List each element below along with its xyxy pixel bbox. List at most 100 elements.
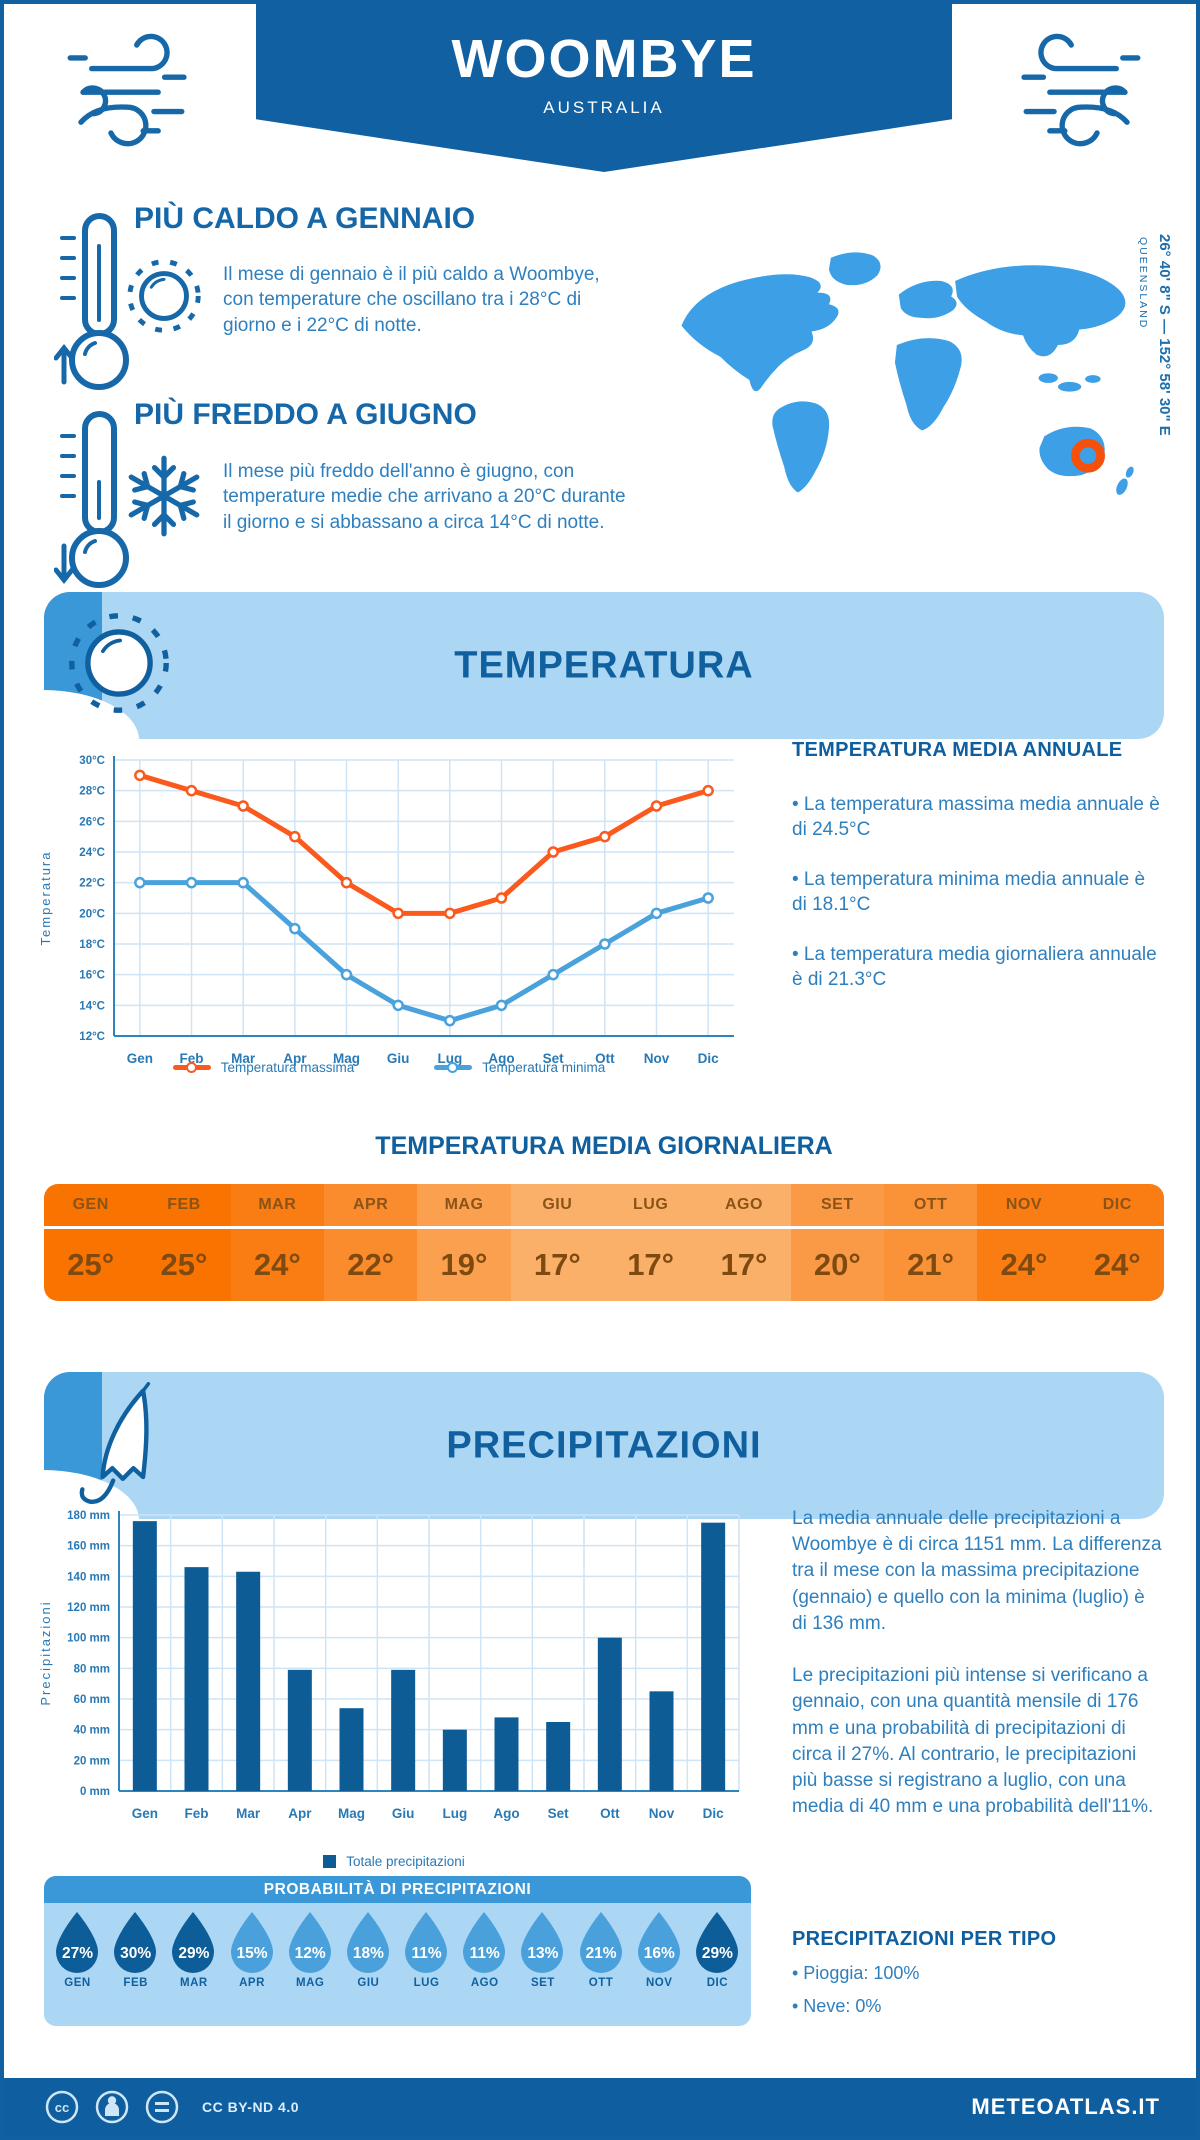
- svg-text:Feb: Feb: [184, 1806, 208, 1821]
- legend-label: Totale precipitazioni: [346, 1854, 465, 1869]
- droplet-month: MAG: [296, 1977, 325, 1989]
- svg-text:40 mm: 40 mm: [74, 1725, 110, 1737]
- sun-icon: [127, 259, 201, 333]
- by-type-bullet: • Neve: 0%: [792, 1996, 882, 2016]
- droplet-month: NOV: [646, 1977, 673, 1989]
- svg-text:Mag: Mag: [333, 1051, 360, 1066]
- temp-table-column: MAG 19°: [417, 1184, 511, 1301]
- svg-text:Ott: Ott: [595, 1051, 615, 1066]
- svg-text:28°C: 28°C: [79, 786, 105, 798]
- precipitation-paragraph: La media annuale delle precipitazioni a …: [792, 1508, 1162, 1634]
- svg-text:Lug: Lug: [437, 1051, 462, 1066]
- droplet-icon: [463, 1912, 506, 1973]
- precipitation-bar-chart: 0 mm 20 mm 40 mm 60 mm 80 mm 100 mm 120 mm 140 …: [38, 1510, 740, 1821]
- temperature-chart-legend: Temperatura massima Temperatura minima: [34, 1060, 744, 1075]
- droplet-percent: 11%: [411, 1945, 442, 1962]
- droplet-percent: 29%: [701, 1945, 733, 1962]
- temperature-section-banner: TEMPERATURA: [43, 592, 1164, 740]
- coordinates-label: 26° 40' 8" S — 152° 58' 30" E: [1156, 234, 1173, 436]
- temp-table-month: LUG: [603, 1184, 698, 1229]
- precip-probability-droplet: 11% LUG: [403, 1910, 450, 1989]
- svg-text:60 mm: 60 mm: [74, 1694, 110, 1706]
- svg-text:Apr: Apr: [283, 1051, 307, 1066]
- legend-square-swatch: [323, 1855, 337, 1868]
- wind-icon: [67, 33, 187, 147]
- svg-text:18°C: 18°C: [79, 939, 105, 951]
- hot-month-text: Il mese di gennaio è il più caldo a Woom…: [223, 264, 600, 336]
- thermometer-hot-icon: [54, 213, 129, 390]
- droplet-icon: [172, 1912, 215, 1973]
- droplet-month: AGO: [470, 1977, 499, 1989]
- annual-temperature-bullet: • La temperatura media giornaliera annua…: [792, 943, 1157, 991]
- svg-text:180 mm: 180 mm: [67, 1510, 110, 1522]
- precipitation-by-type-panel: PRECIPITAZIONI PER TIPO • Pioggia: 100% •…: [792, 1928, 1164, 2017]
- droplet-percent: 30%: [120, 1945, 152, 1962]
- precip-probability-droplet: 29% MAR: [170, 1910, 217, 1989]
- temperature-section-title: TEMPERATURA: [454, 644, 754, 686]
- svg-text:20°C: 20°C: [79, 908, 105, 920]
- temp-table-column: OTT 21°: [883, 1184, 978, 1301]
- temp-table-month: MAR: [230, 1184, 324, 1229]
- umbrella-icon: [79, 1382, 151, 1504]
- annual-temperature-heading: TEMPERATURA MEDIA ANNUALE: [792, 739, 1123, 761]
- legend-label: Temperatura massima: [220, 1060, 355, 1075]
- svg-text:26°C: 26°C: [79, 816, 105, 828]
- legend-item: Totale precipitazioni: [323, 1854, 465, 1869]
- svg-text:Lug: Lug: [442, 1806, 467, 1821]
- temp-table-value: 17°: [510, 1229, 604, 1301]
- by-type-bullet: • Pioggia: 100%: [792, 1963, 920, 1983]
- svg-text:Temperatura: Temperatura: [38, 851, 53, 946]
- temp-table-column: AGO 17°: [697, 1184, 791, 1301]
- legend-item: Temperatura minima: [434, 1060, 605, 1075]
- temp-table-column: MAR 24°: [230, 1184, 324, 1301]
- page-title: WOOMBYE: [451, 29, 757, 89]
- droplet-percent: 15%: [236, 1945, 268, 1962]
- droplet-icon: [579, 1912, 622, 1973]
- droplet-icon: [288, 1912, 331, 1973]
- temp-table-column: APR 22°: [323, 1184, 418, 1301]
- license-label: CC BY-ND 4.0: [202, 2099, 300, 2115]
- sun-icon: [69, 613, 169, 713]
- precip-probability-droplet: 30% FEB: [112, 1910, 159, 1989]
- probability-heading: PROBABILITÀ DI PRECIPITAZIONI: [44, 1876, 751, 1903]
- precipitation-text-panel: La media annuale delle precipitazioni a …: [792, 1506, 1164, 1846]
- temp-table-column: SET 20°: [790, 1184, 884, 1301]
- annual-temperature-bullet: • La temperatura massima media annuale è…: [792, 794, 1160, 841]
- precip-probability-droplet: 15% APR: [229, 1910, 276, 1989]
- temp-table-value: 20°: [790, 1229, 884, 1301]
- page-subtitle: AUSTRALIA: [543, 98, 665, 117]
- temp-table-column: LUG 17°: [603, 1184, 698, 1301]
- svg-text:100 mm: 100 mm: [67, 1633, 110, 1645]
- droplet-month: OTT: [588, 1977, 614, 1989]
- cold-month-text: Il mese più freddo dell'anno è giugno, c…: [223, 461, 626, 533]
- svg-text:Ago: Ago: [493, 1806, 519, 1821]
- droplet-month: FEB: [123, 1977, 148, 1989]
- temp-table-month: APR: [323, 1184, 418, 1229]
- svg-text:Set: Set: [548, 1806, 570, 1821]
- svg-text:Mar: Mar: [231, 1051, 256, 1066]
- svg-text:12°C: 12°C: [79, 1031, 105, 1043]
- droplet-percent: 12%: [294, 1945, 326, 1962]
- droplet-percent: 16%: [643, 1945, 675, 1962]
- droplet-icon: [405, 1912, 448, 1973]
- svg-text:Mag: Mag: [338, 1806, 365, 1821]
- droplet-month: GIU: [357, 1977, 380, 1989]
- precip-probability-droplet: 27% GEN: [54, 1910, 101, 1989]
- droplet-icon: [695, 1912, 738, 1973]
- precipitation-chart-legend: Totale precipitazioni: [34, 1854, 754, 1869]
- svg-text:24°C: 24°C: [79, 847, 105, 859]
- droplet-percent: 29%: [178, 1945, 210, 1962]
- annual-temperature-bullet: • La temperatura minima media annuale è …: [792, 868, 1146, 916]
- svg-text:Gen: Gen: [132, 1806, 158, 1821]
- svg-text:Giu: Giu: [392, 1806, 415, 1821]
- temp-table-month: MAG: [417, 1184, 511, 1229]
- temp-table-value: 17°: [697, 1229, 791, 1301]
- hot-month-heading: PIÙ CALDO A GENNAIO: [134, 202, 476, 235]
- svg-text:Dic: Dic: [703, 1806, 725, 1821]
- droplet-percent: 13%: [527, 1945, 559, 1962]
- svg-text:Gen: Gen: [127, 1051, 153, 1066]
- precip-probability-droplet: 29% DIC: [694, 1910, 741, 1989]
- temp-table-value: 19°: [417, 1229, 511, 1301]
- droplet-icon: [56, 1912, 98, 1973]
